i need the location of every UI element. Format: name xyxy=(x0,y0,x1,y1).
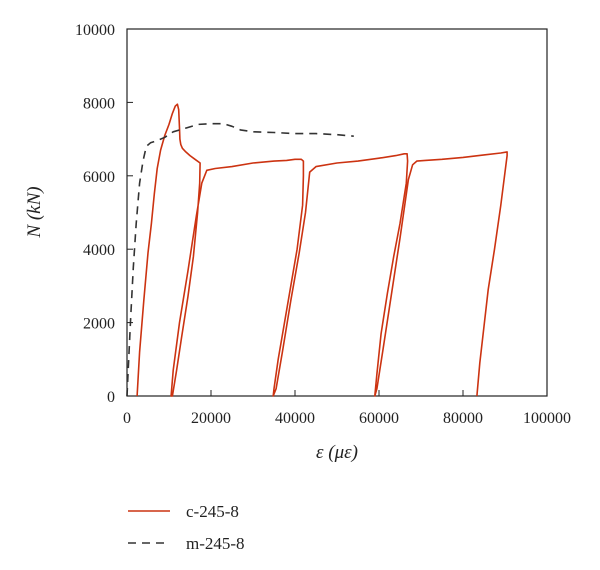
y-tick-label: 4000 xyxy=(83,242,115,259)
legend: c-245-8 m-245-8 xyxy=(128,502,245,553)
y-tick-label: 2000 xyxy=(83,316,115,333)
x-tick-label: 100000 xyxy=(523,410,571,427)
x-tick-label: 0 xyxy=(123,410,131,427)
legend-label-c-245-8: c-245-8 xyxy=(186,502,239,521)
y-ticks: 0 2000 4000 6000 8000 10000 xyxy=(75,22,133,406)
x-tick-label: 60000 xyxy=(359,410,399,427)
x-ticks: 0 20000 40000 60000 80000 100000 xyxy=(123,390,571,427)
series-line-c-245-8 xyxy=(136,103,508,397)
x-tick-label: 40000 xyxy=(275,410,315,427)
y-axis-title: N (kN) xyxy=(24,186,45,238)
x-tick-label: 20000 xyxy=(191,410,231,427)
y-tick-label: 0 xyxy=(107,389,115,406)
plot-area xyxy=(126,28,548,397)
y-tick-label: 8000 xyxy=(83,95,115,112)
x-tick-label: 80000 xyxy=(443,410,483,427)
x-axis-title: ε (με) xyxy=(316,442,358,463)
series-layer xyxy=(126,103,508,397)
y-tick-label: 10000 xyxy=(75,22,115,39)
y-tick-label: 6000 xyxy=(83,169,115,186)
legend-label-m-245-8: m-245-8 xyxy=(186,534,245,553)
